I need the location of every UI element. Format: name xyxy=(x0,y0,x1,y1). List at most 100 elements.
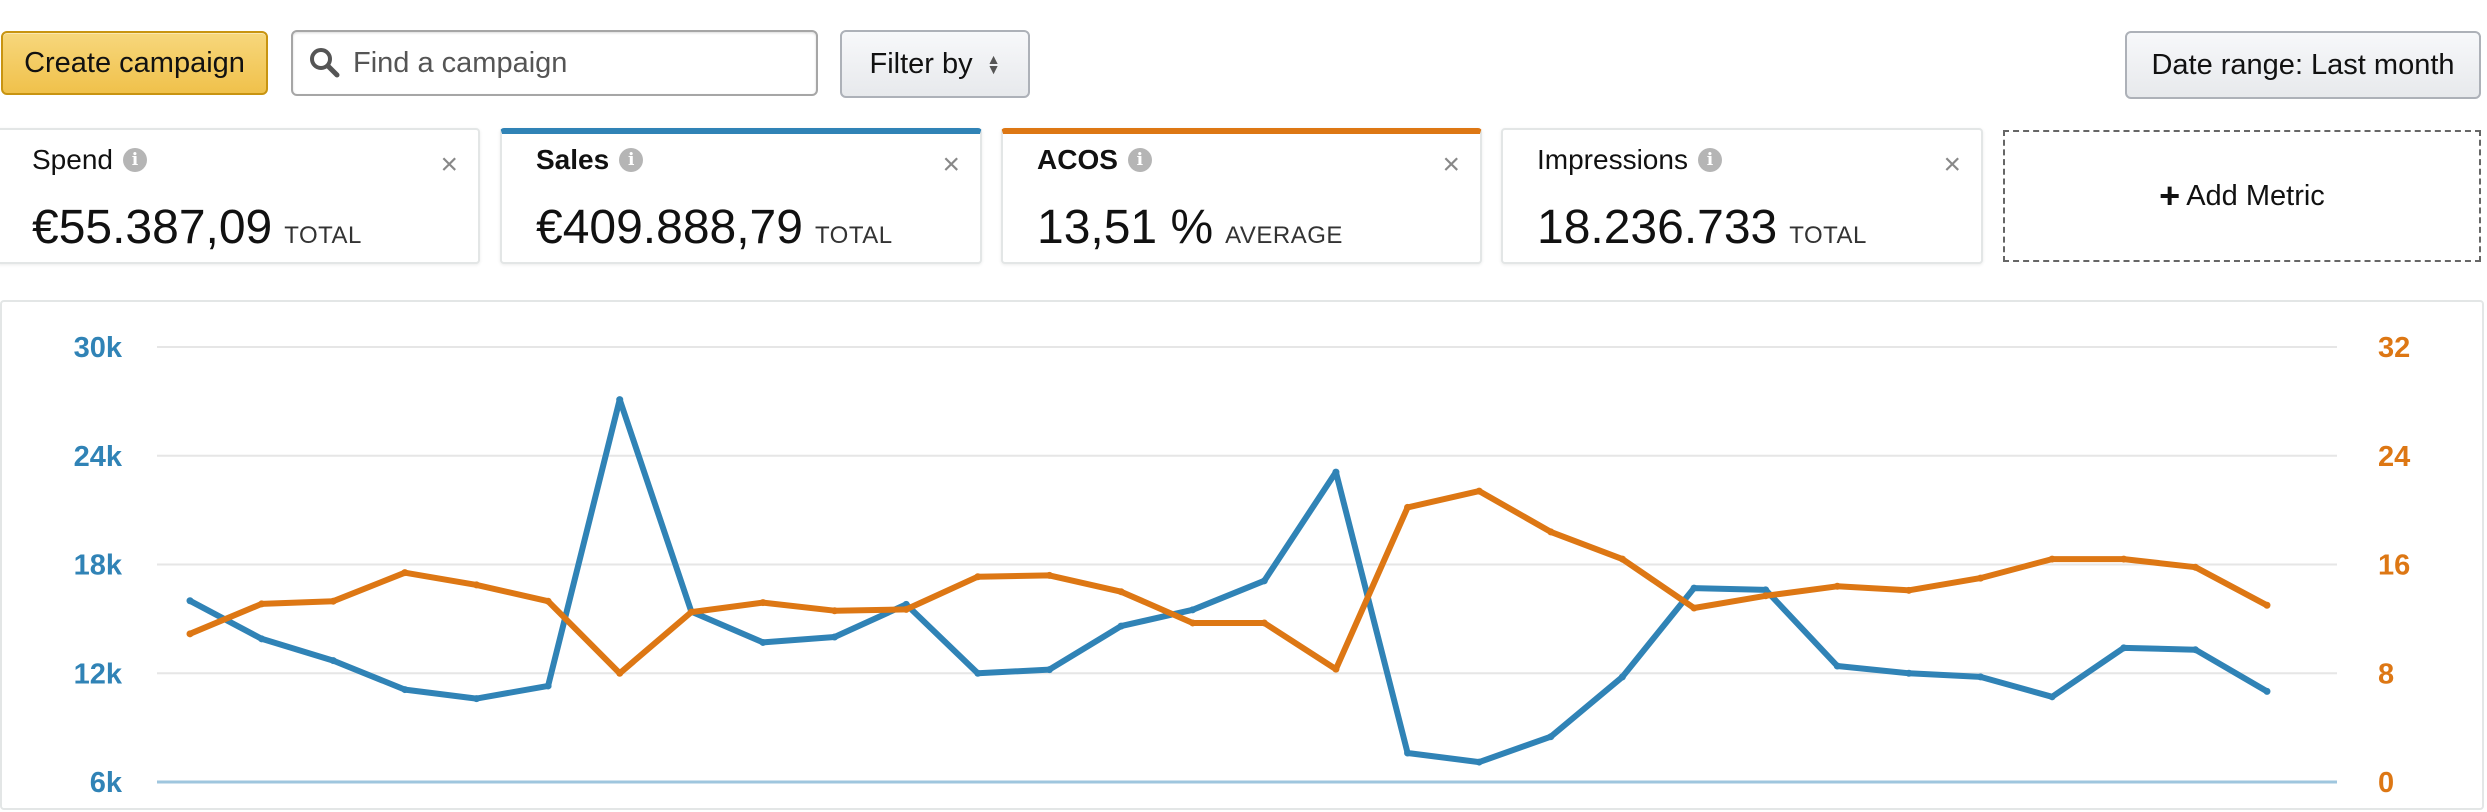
chart-svg: 30k 24k 18k 12k 6k 32 24 16 8 0 xyxy=(74,332,2411,799)
metric-card-impressions[interactable]: Impressions i × 18.236.733 TOTAL xyxy=(1501,128,1983,264)
data-point-sales xyxy=(1547,733,1555,741)
data-point-acos xyxy=(1475,487,1483,495)
filter-by-button[interactable]: Filter by ▲ ▼ xyxy=(840,30,1030,98)
create-campaign-button[interactable]: Create campaign xyxy=(1,31,268,95)
data-point-sales xyxy=(974,669,982,677)
data-point-sales xyxy=(1905,669,1913,677)
metric-title: Spend xyxy=(32,144,113,175)
data-point-sales xyxy=(472,695,480,703)
data-point-acos xyxy=(2120,555,2128,563)
data-point-sales xyxy=(1475,758,1483,766)
data-point-sales xyxy=(1833,662,1841,670)
metric-suffix: TOTAL xyxy=(1789,222,1867,249)
metric-title: ACOS xyxy=(1037,144,1118,175)
data-point-sales xyxy=(2191,646,2199,654)
metric-value: €409.888,79 xyxy=(536,201,803,254)
data-point-acos xyxy=(258,600,266,608)
search-icon xyxy=(307,45,343,81)
info-icon[interactable]: i xyxy=(619,148,644,172)
data-point-sales xyxy=(1332,468,1340,476)
info-icon[interactable]: i xyxy=(122,148,147,172)
data-point-sales xyxy=(2048,693,2056,701)
metric-card-spend[interactable]: Spend i × €55.387,09 TOTAL xyxy=(0,128,480,264)
data-point-acos xyxy=(1260,619,1268,627)
info-icon[interactable]: i xyxy=(1697,148,1722,172)
data-point-acos xyxy=(329,597,337,605)
metric-value: 18.236.733 xyxy=(1537,201,1778,254)
y-right-tick-label: 24 xyxy=(2378,441,2410,473)
sort-caret-icon: ▲ ▼ xyxy=(986,51,1001,77)
close-icon[interactable]: × xyxy=(1943,148,1961,181)
data-point-sales xyxy=(1977,673,1985,681)
data-point-acos xyxy=(472,581,480,589)
data-point-sales xyxy=(1762,586,1770,594)
data-point-sales xyxy=(1189,606,1197,614)
date-range-button[interactable]: Date range: Last month xyxy=(2125,31,2481,99)
plus-icon: + xyxy=(2159,175,2181,216)
info-icon[interactable]: i xyxy=(1127,148,1152,172)
metric-value: €55.387,09 xyxy=(32,201,273,254)
data-point-acos xyxy=(1977,574,1985,582)
toolbar: Create campaign Filter by ▲▼ Date range:… xyxy=(0,0,2487,120)
data-point-sales xyxy=(1260,577,1268,585)
data-point-sales xyxy=(1045,666,1053,674)
data-point-sales xyxy=(544,682,552,690)
data-point-sales xyxy=(2120,644,2128,652)
close-icon[interactable]: × xyxy=(942,148,960,181)
y-left-tick-label: 18k xyxy=(74,550,123,582)
y-right-tick-label: 8 xyxy=(2378,658,2394,690)
metric-suffix: TOTAL xyxy=(814,222,893,249)
y-left-tick-label: 24k xyxy=(74,441,123,473)
data-point-acos xyxy=(2048,555,2056,563)
data-point-acos xyxy=(1905,586,1913,594)
metric-title: Impressions xyxy=(1537,144,1688,175)
y-right-tick-label: 32 xyxy=(2378,332,2410,364)
data-point-sales xyxy=(186,597,194,605)
data-point-acos xyxy=(186,630,194,638)
data-point-sales xyxy=(831,633,839,641)
data-point-acos xyxy=(2263,601,2271,609)
data-point-acos xyxy=(616,669,624,677)
y-left-tick-label: 30k xyxy=(74,332,123,364)
data-point-acos xyxy=(974,573,982,581)
data-point-acos xyxy=(2191,563,2199,571)
add-metric-label: Add Metric xyxy=(2186,179,2325,212)
search-box[interactable] xyxy=(291,30,818,96)
series-line-sales xyxy=(187,396,2270,766)
metric-card-sales[interactable]: Sales i × €409.888,79 TOTAL xyxy=(500,128,982,264)
y-right-tick-label: 16 xyxy=(2378,550,2410,582)
metric-suffix: TOTAL xyxy=(284,222,362,249)
search-input[interactable] xyxy=(353,46,793,80)
add-metric-button[interactable]: + Add Metric xyxy=(2003,130,2481,262)
data-point-acos xyxy=(759,599,767,607)
series-line-acos xyxy=(187,488,2270,677)
data-point-acos xyxy=(401,569,409,577)
data-point-acos xyxy=(1045,571,1053,579)
metric-card-acos[interactable]: ACOS i × 13,51 % AVERAGE xyxy=(1001,128,1482,264)
data-point-sales xyxy=(2263,687,2271,695)
metric-title: Sales xyxy=(536,144,610,175)
data-point-sales xyxy=(401,686,409,694)
close-icon[interactable]: × xyxy=(440,148,458,181)
data-point-acos xyxy=(1690,604,1698,612)
data-point-sales xyxy=(258,635,266,643)
y-left-tick-label: 6k xyxy=(90,767,123,799)
close-icon[interactable]: × xyxy=(1442,148,1460,181)
data-point-acos xyxy=(1618,555,1626,563)
data-point-acos xyxy=(1404,503,1412,511)
data-point-acos xyxy=(1762,592,1770,600)
metric-suffix: AVERAGE xyxy=(1225,222,1343,249)
data-point-sales xyxy=(616,396,624,404)
performance-chart: 30k 24k 18k 12k 6k 32 24 16 8 0 xyxy=(0,300,2484,810)
y-right-tick-label: 0 xyxy=(2378,767,2394,799)
filter-by-label: Filter by xyxy=(869,47,973,80)
data-point-sales xyxy=(329,657,337,665)
metric-value: 13,51 % xyxy=(1037,201,1214,254)
data-point-acos xyxy=(1833,582,1841,590)
data-point-acos xyxy=(687,608,695,616)
y-left-tick-label: 12k xyxy=(74,658,123,690)
data-point-acos xyxy=(1117,588,1125,596)
data-point-sales xyxy=(1404,749,1412,757)
data-point-acos xyxy=(831,607,839,615)
data-point-acos xyxy=(1332,665,1340,673)
